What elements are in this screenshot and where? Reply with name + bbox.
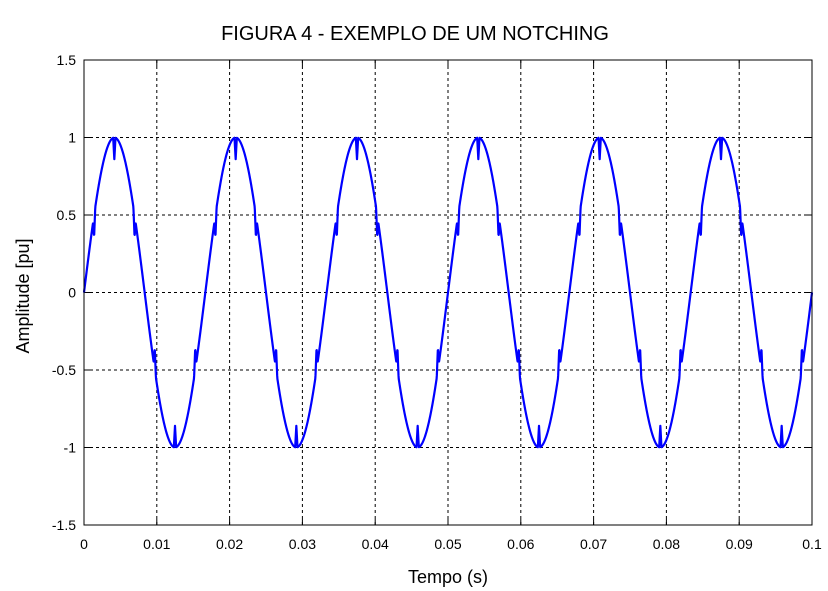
chart-title: FIGURA 4 - EXEMPLO DE UM NOTCHING: [221, 23, 609, 45]
series-layer: [82, 136, 814, 449]
y-tick-label: 1: [68, 130, 76, 146]
y-tick-label: -0.5: [52, 362, 76, 378]
y-tick-label: -1.5: [52, 517, 76, 533]
x-tick-label: 0: [80, 536, 88, 552]
x-tick-label: 0.01: [143, 536, 170, 552]
x-tick-label: 0.05: [434, 536, 461, 552]
y-axis-title: Amplitude [pu]: [13, 238, 33, 353]
x-tick-label: 0.03: [289, 536, 316, 552]
y-tick-label: -1: [64, 440, 77, 456]
x-axis-title: Tempo (s): [408, 567, 488, 587]
y-tick-label: 1.5: [57, 52, 77, 68]
x-tick-label: 0.1: [802, 536, 822, 552]
series-line: [82, 136, 814, 449]
y-tick-label: 0: [68, 285, 76, 301]
plot-frame: [83, 59, 813, 526]
axis-ticks: 0 0.01 0.02 0.03 0.04 0.05 0.06 0.07 0.08 0.09 0.1…: [52, 52, 822, 552]
x-tick-label: 0.04: [362, 536, 389, 552]
x-tick-label: 0.06: [507, 536, 534, 552]
x-tick-label: 0.09: [726, 536, 753, 552]
x-tick-label: 0.07: [580, 536, 607, 552]
x-tick-label: 0.02: [216, 536, 243, 552]
y-tick-label: 0.5: [57, 207, 77, 223]
x-tick-label: 0.08: [653, 536, 680, 552]
